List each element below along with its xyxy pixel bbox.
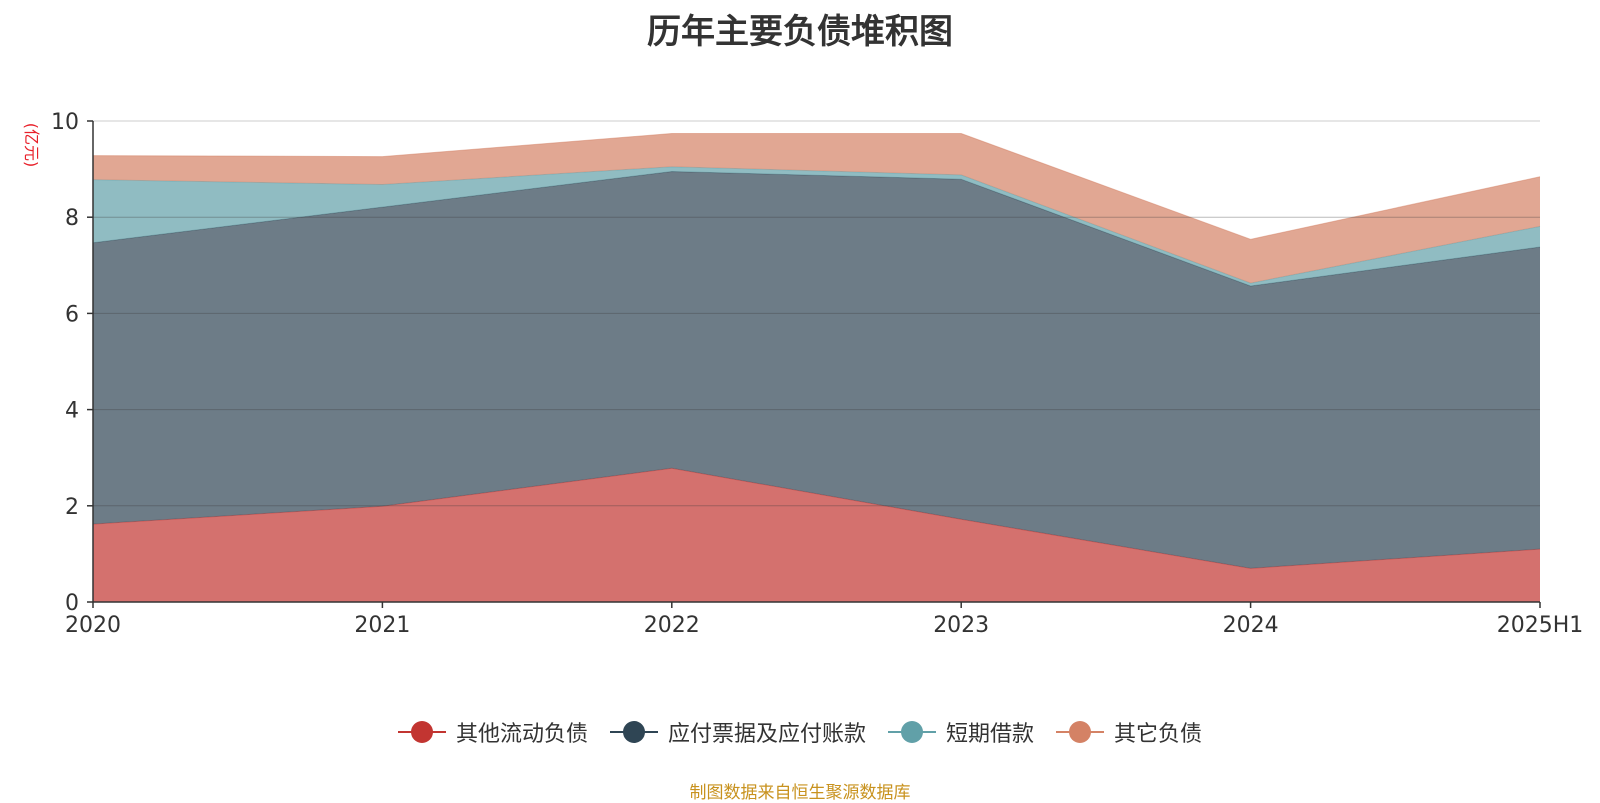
y-tick-label-4: 4 (65, 399, 79, 424)
legend-item-1[interactable]: 应付票据及应付账款 (609, 716, 866, 748)
y-tick-label-0: 0 (65, 591, 79, 616)
legend-marker-icon (888, 720, 936, 744)
y-tick-label-2: 2 (65, 495, 79, 520)
chart-title: 历年主要负债堆积图 (647, 12, 953, 52)
x-tick-label-4: 2024 (1223, 613, 1279, 638)
axis-layer: 0 2 4 6 8 10 2020 2021 2022 2023 2024 2025H1 (51, 110, 1583, 638)
x-tick-label-0: 2020 (65, 613, 121, 638)
series-line-3 (92, 133, 1541, 240)
y-tick-label-6: 6 (65, 302, 79, 327)
area-series-3 (93, 133, 1540, 284)
area-series-0 (93, 468, 1540, 602)
legend-marker-icon (609, 720, 658, 744)
legend-marker-icon (397, 720, 446, 744)
area-layer (92, 133, 1541, 602)
x-tick-label-1: 2021 (354, 613, 410, 638)
legend-label: 其他流动负债 (455, 722, 588, 747)
area-series-1 (93, 171, 1540, 569)
legend-marker-icon (1056, 720, 1105, 744)
legend-label: 其它负债 (1114, 722, 1203, 747)
x-tick-label-5: 2025H1 (1497, 613, 1584, 638)
legend-item-2[interactable]: 短期借款 (888, 716, 1034, 748)
x-tick-label-3: 2023 (933, 613, 989, 638)
legend-label: 短期借款 (946, 722, 1035, 747)
legend-item-0[interactable]: 其他流动负债 (397, 716, 588, 748)
legend-item-3[interactable]: 其它负债 (1056, 716, 1202, 748)
legend-label: 应付票据及应付账款 (667, 722, 866, 747)
legend: 其他流动负债 应付票据及应付账款 短期借款 其它负债 (0, 716, 1600, 748)
y-tick-label-10: 10 (51, 110, 79, 135)
y-axis-unit-label: (亿元) (22, 123, 41, 168)
x-tick-label-2: 2022 (644, 613, 700, 638)
y-tick-label-8: 8 (65, 206, 79, 231)
source-note: 制图数据来自恒生聚源数据库 (689, 783, 911, 803)
